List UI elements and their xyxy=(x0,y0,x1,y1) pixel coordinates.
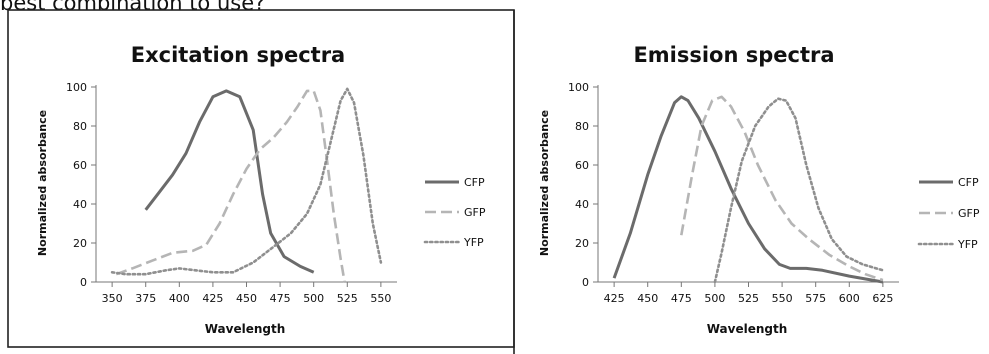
excitation-chart: Excitation spectra Normalized absorbance… xyxy=(36,43,486,336)
x-tick-label: 475 xyxy=(270,292,291,305)
x-tick-label: 525 xyxy=(337,292,358,305)
y-axis-label: Normalized absorbance xyxy=(538,110,551,256)
y-tick-label: 80 xyxy=(575,120,589,133)
y-tick-label: 0 xyxy=(80,276,87,289)
y-axis-label: Normalized absorbance xyxy=(36,110,49,256)
series-line-cfp xyxy=(612,95,884,284)
y-tick-label: 20 xyxy=(73,237,87,250)
x-tick-label: 375 xyxy=(135,292,156,305)
x-axis-label: Wavelength xyxy=(205,322,286,336)
x-tick-label: 525 xyxy=(738,292,759,305)
x-tick-label: 550 xyxy=(772,292,793,305)
x-tick-label: 550 xyxy=(370,292,391,305)
legend-label-yfp: YFP xyxy=(957,238,978,251)
legend-label-yfp: YFP xyxy=(463,236,484,249)
legend-label-gfp: GFP xyxy=(958,207,980,220)
y-tick-label: 100 xyxy=(66,81,87,94)
x-tick-label: 500 xyxy=(303,292,324,305)
y-tick-label: 100 xyxy=(568,81,589,94)
y-tick-label: 40 xyxy=(73,198,87,211)
x-tick-label: 575 xyxy=(805,292,826,305)
x-axis-label: Wavelength xyxy=(707,322,788,336)
x-tick-label: 400 xyxy=(169,292,190,305)
legend-label-cfp: CFP xyxy=(464,176,485,189)
series-line-gfp xyxy=(680,95,884,282)
x-tick-label: 625 xyxy=(872,292,893,305)
x-tick-label: 600 xyxy=(839,292,860,305)
emission-chart: Emission spectra Normalized absorbance W… xyxy=(538,43,980,336)
series-line-yfp xyxy=(713,97,885,284)
x-tick-label: 500 xyxy=(704,292,725,305)
x-tick-label: 425 xyxy=(202,292,223,305)
series-line-cfp xyxy=(144,89,315,274)
y-tick-label: 60 xyxy=(575,159,589,172)
series-line-yfp xyxy=(110,87,383,276)
x-tick-label: 450 xyxy=(236,292,257,305)
x-tick-label: 450 xyxy=(637,292,658,305)
y-tick-label: 0 xyxy=(582,276,589,289)
legend-label-cfp: CFP xyxy=(958,176,979,189)
y-tick-label: 60 xyxy=(73,159,87,172)
x-tick-label: 350 xyxy=(102,292,123,305)
series-line-gfp xyxy=(115,89,346,283)
legend-label-gfp: GFP xyxy=(464,206,486,219)
y-tick-label: 20 xyxy=(575,237,589,250)
chart-title: Emission spectra xyxy=(633,43,834,67)
y-tick-label: 80 xyxy=(73,120,87,133)
y-tick-label: 40 xyxy=(575,198,589,211)
x-tick-label: 475 xyxy=(671,292,692,305)
chart-title: Excitation spectra xyxy=(131,43,345,67)
x-tick-label: 425 xyxy=(604,292,625,305)
